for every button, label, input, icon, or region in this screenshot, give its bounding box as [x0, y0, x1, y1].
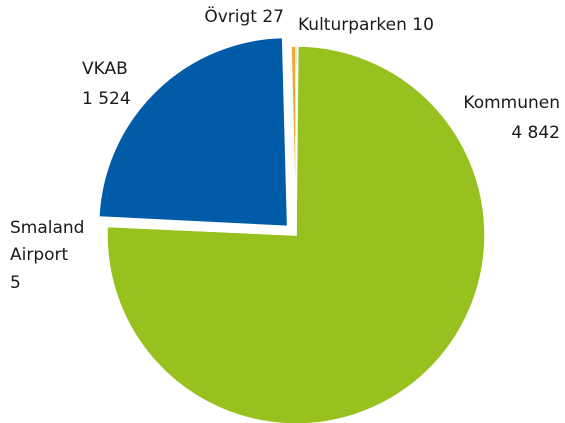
label-name: VKAB [82, 59, 128, 79]
label-name: Övrigt [204, 5, 257, 27]
label-value: 27 [257, 7, 284, 27]
slice-label: Smaland Airport 5 [10, 218, 84, 293]
label-value: 1 524 [82, 89, 131, 109]
slice-label: Kulturparken 10 [298, 15, 434, 35]
label-value: 4 842 [511, 123, 560, 143]
label-name: Smaland [10, 218, 84, 238]
pie-slice [98, 36, 289, 228]
pie-slice [106, 224, 297, 236]
label-name: Kulturparken [298, 15, 407, 35]
slice-label: VKAB 1 524 [82, 59, 131, 109]
label-value: 10 [407, 15, 434, 35]
label-name: Airport [10, 245, 69, 265]
pie-slice [290, 45, 297, 236]
slice-label: Kommunen 4 842 [463, 93, 560, 143]
label-name: Kommunen [463, 93, 560, 113]
label-value: 5 [10, 273, 21, 293]
slice-label: Övrigt 27 [204, 5, 284, 27]
